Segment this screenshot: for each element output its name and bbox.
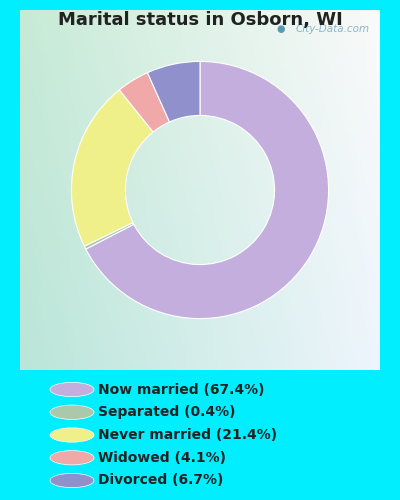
Text: City-Data.com: City-Data.com [295, 24, 369, 34]
Text: Divorced (6.7%): Divorced (6.7%) [98, 474, 223, 488]
Text: Marital status in Osborn, WI: Marital status in Osborn, WI [58, 11, 342, 29]
Wedge shape [72, 90, 153, 246]
Wedge shape [148, 62, 200, 122]
Text: Separated (0.4%): Separated (0.4%) [98, 405, 236, 419]
Text: Widowed (4.1%): Widowed (4.1%) [98, 451, 226, 465]
Text: Now married (67.4%): Now married (67.4%) [98, 382, 264, 396]
Circle shape [50, 474, 94, 488]
Wedge shape [84, 222, 134, 249]
Circle shape [50, 428, 94, 442]
Circle shape [50, 382, 94, 396]
Wedge shape [119, 72, 170, 132]
Wedge shape [86, 62, 328, 318]
Text: Never married (21.4%): Never married (21.4%) [98, 428, 277, 442]
Circle shape [50, 405, 94, 419]
Text: ●: ● [276, 24, 285, 34]
Circle shape [50, 450, 94, 465]
